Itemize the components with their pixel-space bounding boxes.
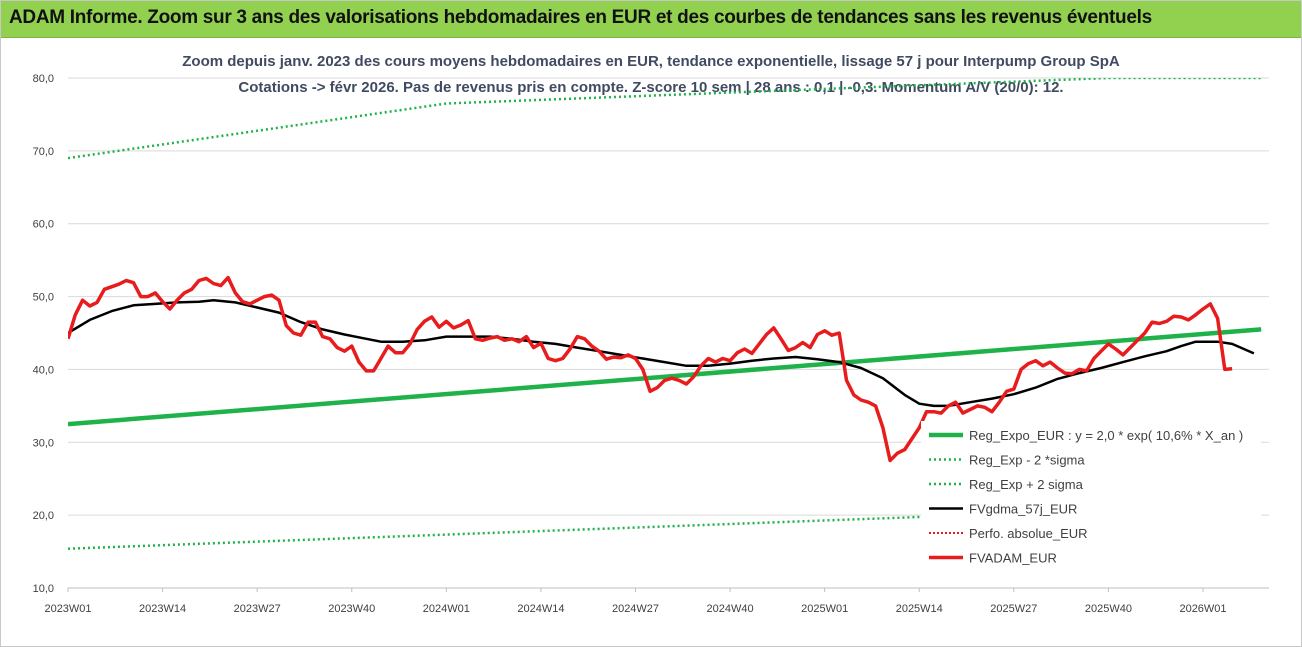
y-tick-label: 40,0 [33,364,54,376]
y-tick-label: 50,0 [33,292,54,304]
legend-entry: FVgdma_57j_EUR [969,502,1077,517]
x-tick-label: 2023W27 [234,603,281,615]
series-line-5 [68,275,1233,463]
y-tick-label: 80,0 [33,73,54,85]
x-tick-label: 2025W40 [1085,603,1132,615]
y-tick-label: 20,0 [33,510,54,522]
y-tick-label: 10,0 [33,583,54,595]
axes: 10,0 20,0 30,0 40,0 50,0 60,0 70,0 80,0 2023W01 2… [33,73,1227,615]
series-line-2 [68,78,1262,160]
legend-entry: Perfo. absolue_EUR [969,526,1088,541]
x-tick-label: 2024W14 [517,603,564,615]
legend-background [921,421,1261,579]
x-tick-label: 2025W27 [990,603,1037,615]
report-title: ADAM Informe. Zoom sur 3 ans des valoris… [9,7,1152,28]
y-tick-label: 30,0 [33,437,54,449]
x-tick-label: 2025W01 [801,603,848,615]
x-tick-label: 2023W01 [44,603,91,615]
chart-title-line-1: Zoom depuis janv. 2023 des cours moyens … [182,53,1120,70]
x-tick-label: 2024W01 [423,603,470,615]
y-tick-label: 60,0 [33,219,54,231]
x-tick-label: 2025W14 [896,603,943,615]
x-tick-label: 2026W01 [1179,603,1226,615]
legend: Reg_Expo_EUR : y = 2,0 * exp( 10,6% * X_… [921,421,1261,579]
series-line-3 [68,298,1255,408]
legend-entry: FVADAM_EUR [969,551,1057,566]
x-tick-label: 2023W14 [139,603,186,615]
legend-entry: Reg_Expo_EUR : y = 2,0 * exp( 10,6% * X_… [969,428,1243,443]
x-tick-label: 2024W40 [707,603,754,615]
report-banner: ADAM Informe. Zoom sur 3 ans des valoris… [1,1,1301,38]
series-line-0 [68,327,1262,427]
legend-entry: Reg_Exp + 2 sigma [969,477,1084,492]
y-tick-label: 70,0 [33,146,54,158]
x-tick-label: 2023W40 [328,603,375,615]
legend-entry: Reg_Exp - 2 *sigma [969,453,1085,468]
x-tick-label: 2024W27 [612,603,659,615]
chart-title-line-2: Cotations -> févr 2026. Pas de revenus p… [238,79,1064,96]
